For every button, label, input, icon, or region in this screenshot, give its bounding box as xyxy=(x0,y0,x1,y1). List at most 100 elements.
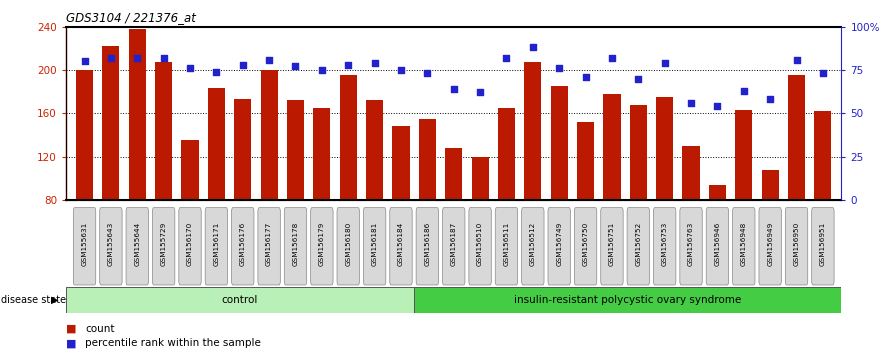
Bar xyxy=(524,62,542,200)
Bar xyxy=(603,94,620,200)
Point xyxy=(78,58,92,64)
Bar xyxy=(656,97,673,200)
FancyBboxPatch shape xyxy=(733,207,755,285)
FancyBboxPatch shape xyxy=(152,207,174,285)
Bar xyxy=(76,70,93,200)
Bar xyxy=(102,46,120,200)
Bar xyxy=(366,100,383,200)
Point xyxy=(500,55,514,61)
Text: GSM156951: GSM156951 xyxy=(820,222,825,266)
Bar xyxy=(340,75,357,200)
Text: GSM155644: GSM155644 xyxy=(134,222,140,266)
FancyBboxPatch shape xyxy=(707,207,729,285)
Point xyxy=(552,65,566,71)
Bar xyxy=(788,75,805,200)
Point xyxy=(789,57,803,62)
FancyBboxPatch shape xyxy=(522,207,544,285)
Text: ■: ■ xyxy=(66,324,77,333)
Point xyxy=(367,60,381,66)
Point xyxy=(684,100,698,106)
Text: GSM156184: GSM156184 xyxy=(398,222,404,266)
Point xyxy=(315,67,329,73)
Text: GSM156179: GSM156179 xyxy=(319,222,325,266)
Bar xyxy=(314,108,330,200)
Text: control: control xyxy=(222,295,258,306)
Bar xyxy=(471,156,489,200)
Point xyxy=(236,62,250,68)
FancyBboxPatch shape xyxy=(654,207,676,285)
FancyBboxPatch shape xyxy=(495,207,518,285)
FancyBboxPatch shape xyxy=(232,207,254,285)
Text: GSM156178: GSM156178 xyxy=(292,222,299,266)
Text: ■: ■ xyxy=(66,338,77,348)
FancyBboxPatch shape xyxy=(126,207,149,285)
FancyBboxPatch shape xyxy=(574,207,596,285)
Text: GSM155631: GSM155631 xyxy=(82,222,87,266)
Text: GSM156949: GSM156949 xyxy=(767,222,774,266)
Point xyxy=(579,74,593,80)
FancyBboxPatch shape xyxy=(179,207,201,285)
Bar xyxy=(155,62,172,200)
Bar xyxy=(630,104,647,200)
Point xyxy=(288,64,302,69)
Bar xyxy=(129,29,146,200)
Text: GDS3104 / 221376_at: GDS3104 / 221376_at xyxy=(66,11,196,24)
Point xyxy=(710,103,724,109)
FancyBboxPatch shape xyxy=(442,207,465,285)
Point xyxy=(447,86,461,92)
Text: ▶: ▶ xyxy=(51,295,59,305)
Text: GSM156186: GSM156186 xyxy=(425,222,430,266)
Point xyxy=(420,70,434,76)
Bar xyxy=(413,287,841,313)
Bar xyxy=(66,287,413,313)
FancyBboxPatch shape xyxy=(285,207,307,285)
FancyBboxPatch shape xyxy=(73,207,96,285)
Text: GSM156749: GSM156749 xyxy=(556,222,562,266)
Bar xyxy=(551,86,567,200)
Point xyxy=(737,88,751,93)
Text: GSM156187: GSM156187 xyxy=(451,222,456,266)
Bar xyxy=(709,185,726,200)
Point xyxy=(341,62,355,68)
Text: GSM156171: GSM156171 xyxy=(213,222,219,266)
Point xyxy=(816,70,830,76)
Bar xyxy=(577,122,594,200)
Point xyxy=(394,67,408,73)
Text: GSM156752: GSM156752 xyxy=(635,222,641,266)
FancyBboxPatch shape xyxy=(759,207,781,285)
Bar xyxy=(736,110,752,200)
Text: GSM156177: GSM156177 xyxy=(266,222,272,266)
Text: GSM156180: GSM156180 xyxy=(345,222,352,266)
Point xyxy=(157,55,171,61)
Point xyxy=(632,76,646,81)
Text: GSM156176: GSM156176 xyxy=(240,222,246,266)
FancyBboxPatch shape xyxy=(100,207,122,285)
Text: GSM155729: GSM155729 xyxy=(160,222,167,266)
Text: GSM156763: GSM156763 xyxy=(688,222,694,266)
Text: GSM155643: GSM155643 xyxy=(107,222,114,266)
Text: GSM156946: GSM156946 xyxy=(714,222,721,266)
FancyBboxPatch shape xyxy=(469,207,492,285)
FancyBboxPatch shape xyxy=(811,207,834,285)
Point xyxy=(262,57,276,62)
Text: count: count xyxy=(85,324,115,333)
Bar xyxy=(181,141,198,200)
Text: GSM156948: GSM156948 xyxy=(741,222,747,266)
Bar xyxy=(208,88,225,200)
Point xyxy=(763,97,777,102)
FancyBboxPatch shape xyxy=(416,207,439,285)
Bar xyxy=(234,99,251,200)
Text: GSM156751: GSM156751 xyxy=(609,222,615,266)
Bar xyxy=(814,111,832,200)
FancyBboxPatch shape xyxy=(311,207,333,285)
FancyBboxPatch shape xyxy=(363,207,386,285)
Point xyxy=(473,90,487,95)
Bar xyxy=(261,70,278,200)
Point xyxy=(130,55,144,61)
Bar xyxy=(445,148,463,200)
Point xyxy=(104,55,118,61)
Bar xyxy=(287,100,304,200)
Bar xyxy=(683,146,700,200)
Text: disease state: disease state xyxy=(1,295,66,305)
Bar xyxy=(761,170,779,200)
